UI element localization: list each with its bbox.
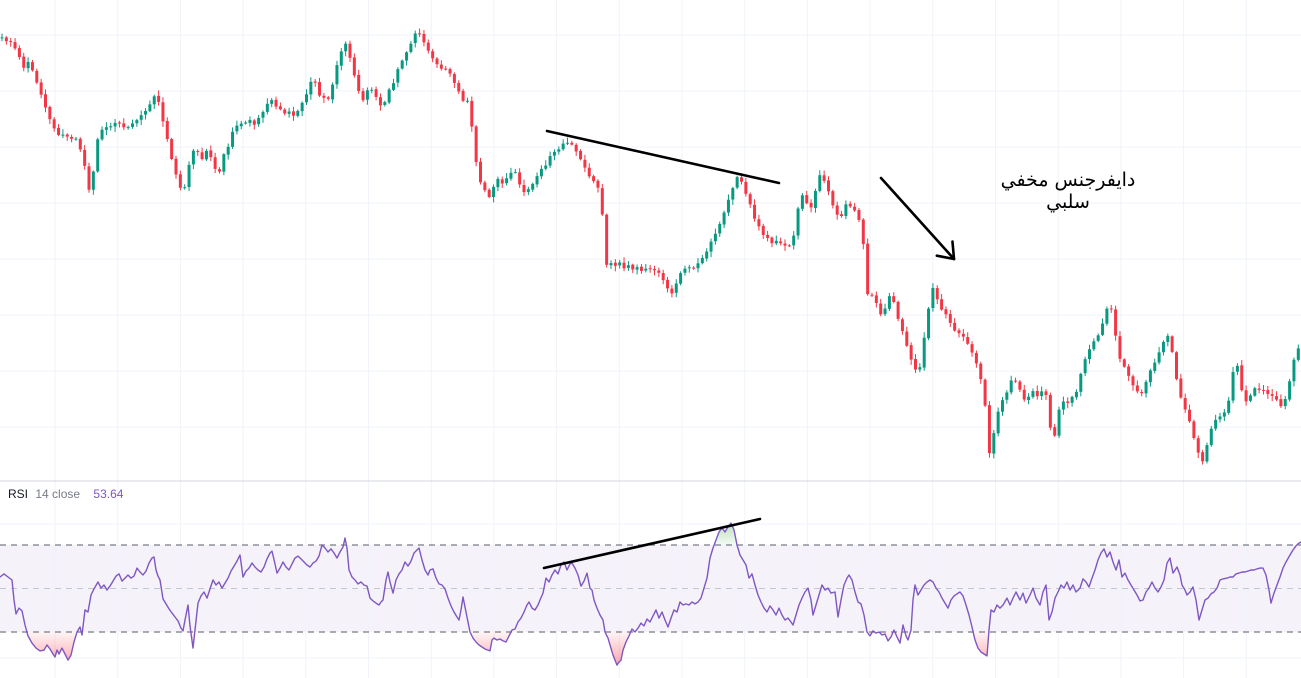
rsi-indicator-title[interactable]: RSI [8,487,29,501]
rsi-oversold-fill [973,632,989,656]
rsi-indicator-value: 53.64 [93,487,124,501]
rsi-oversold-fill [605,632,631,666]
price-trendline[interactable] [545,129,781,185]
bearish-arrow[interactable] [879,176,956,261]
rsi-oversold-fill [26,632,77,661]
rsi-trendline[interactable] [542,517,762,570]
divergence-text-annotation[interactable]: دايفرجنس مخفي سلبي [1000,169,1136,213]
rsi-overbought-fill [714,523,737,545]
candles-layer [0,28,1300,465]
rsi-oversold-fill [904,632,911,640]
rsi-line[interactable] [0,522,1301,666]
rsi-indicator-params: 14 close [35,487,81,501]
rsi-indicator-label: RSI 14 close 53.64 [8,487,123,501]
rsi-oversold-fill [470,632,511,651]
